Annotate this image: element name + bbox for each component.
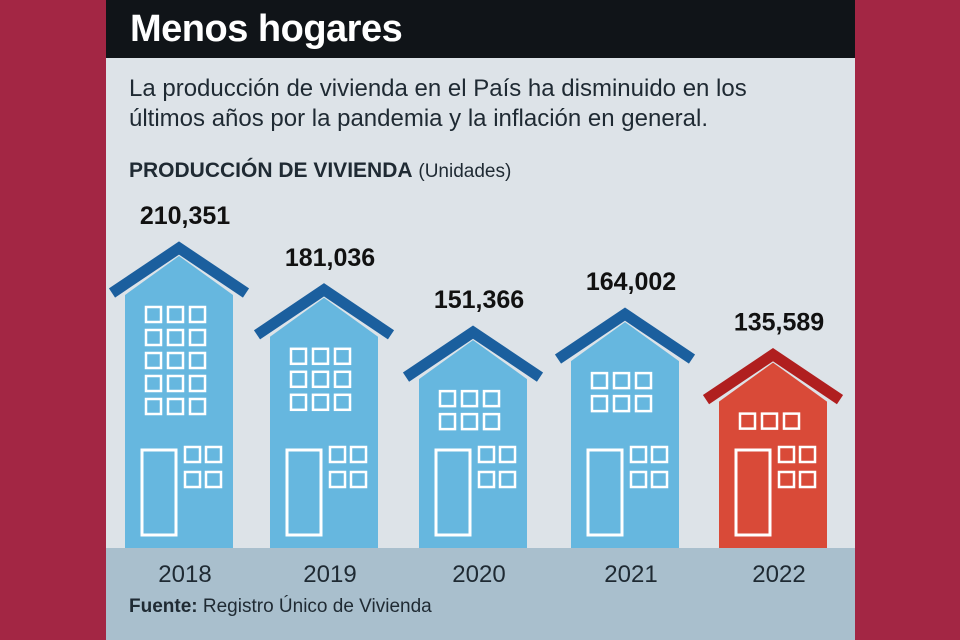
window-icon <box>650 470 669 489</box>
window-icon <box>777 470 796 489</box>
window-icon <box>204 470 223 489</box>
infographic-card: Menos hogares La producción de vivienda … <box>106 0 855 640</box>
window-icon <box>166 397 185 416</box>
window-icon <box>333 347 352 366</box>
window-icon <box>311 393 330 412</box>
window-icon <box>498 445 517 464</box>
window-icon <box>144 328 163 347</box>
window-icon <box>438 412 457 431</box>
house-bar-chart: 210,351 2018 181,036 2019 151,366 2020 164,002… <box>108 202 844 588</box>
window-icon <box>144 305 163 324</box>
title-bar: Menos hogares <box>106 0 855 58</box>
window-icon <box>498 470 517 489</box>
window-icon <box>798 445 817 464</box>
window-icon <box>477 445 496 464</box>
window-icon <box>460 412 479 431</box>
window-icon <box>738 412 757 430</box>
tick-label-2019: 2019 <box>303 561 356 588</box>
tick-label-2022: 2022 <box>752 561 805 588</box>
window-icon <box>311 370 330 389</box>
window-icon <box>460 389 479 408</box>
window-icon <box>289 393 308 412</box>
door-icon <box>734 448 772 537</box>
chart-units: (Unidades) <box>418 161 512 182</box>
roof-2021 <box>554 307 696 364</box>
bar-2022 <box>719 362 827 548</box>
tick-label-2021: 2021 <box>604 561 657 588</box>
window-icon <box>650 445 669 464</box>
window-icon <box>328 470 347 489</box>
source-prefix: Fuente: <box>129 596 198 617</box>
subtitle: La producción de vivienda en el País ha … <box>129 75 747 132</box>
window-icon <box>144 374 163 393</box>
window-icon <box>289 370 308 389</box>
window-icon <box>482 389 501 408</box>
window-icon <box>328 445 347 464</box>
door-icon <box>586 448 624 537</box>
window-icon <box>183 470 202 489</box>
window-icon <box>204 445 223 464</box>
window-icon <box>188 374 207 393</box>
value-label-2021: 164,002 <box>586 268 676 296</box>
door-icon <box>140 448 178 537</box>
tick-label-2018: 2018 <box>158 561 211 588</box>
door-icon <box>434 448 472 537</box>
chart-title: PRODUCCIÓN DE VIVIENDA <box>129 159 413 182</box>
window-icon <box>289 347 308 366</box>
roof-2019 <box>253 283 395 340</box>
page-title: Menos hogares <box>130 8 403 50</box>
window-icon <box>760 412 779 430</box>
window-icon <box>349 445 368 464</box>
window-icon <box>349 470 368 489</box>
window-icon <box>144 397 163 416</box>
window-icon <box>798 470 817 489</box>
tick-label-2020: 2020 <box>452 561 505 588</box>
window-icon <box>166 328 185 347</box>
window-icon <box>188 397 207 416</box>
window-icon <box>612 394 631 413</box>
roof-2018 <box>108 241 250 298</box>
window-icon <box>590 371 609 390</box>
window-icon <box>188 305 207 324</box>
window-icon <box>629 445 648 464</box>
window-icon <box>612 371 631 390</box>
door-icon <box>285 448 323 537</box>
window-icon <box>333 370 352 389</box>
window-icon <box>782 412 801 430</box>
axis-band <box>106 548 855 640</box>
window-icon <box>144 351 163 370</box>
value-label-2020: 151,366 <box>434 286 524 314</box>
window-icon <box>311 347 330 366</box>
window-icon <box>188 351 207 370</box>
window-icon <box>590 394 609 413</box>
roof-2022 <box>702 347 844 405</box>
window-icon <box>777 445 796 464</box>
chart-label: PRODUCCIÓN DE VIVIENDA (Unidades) <box>129 157 511 186</box>
window-icon <box>188 328 207 347</box>
source-text: Registro Único de Vivienda <box>202 596 432 617</box>
source-note: Fuente: Registro Único de Vivienda <box>129 595 432 619</box>
window-icon <box>634 371 653 390</box>
window-icon <box>333 393 352 412</box>
window-icon <box>477 470 496 489</box>
window-icon <box>183 445 202 464</box>
value-label-2022: 135,589 <box>734 309 824 337</box>
window-icon <box>166 305 185 324</box>
window-icon <box>166 351 185 370</box>
window-icon <box>438 389 457 408</box>
value-label-2019: 181,036 <box>285 244 375 272</box>
window-icon <box>629 470 648 489</box>
window-icon <box>634 394 653 413</box>
value-label-2018: 210,351 <box>140 202 230 230</box>
roof-2020 <box>402 325 544 382</box>
window-icon <box>482 412 501 431</box>
window-icon <box>166 374 185 393</box>
